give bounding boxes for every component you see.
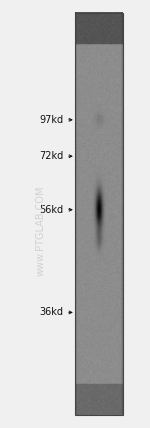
Text: 56kd: 56kd <box>39 205 63 215</box>
Bar <box>75 13 123 415</box>
Text: www.PTGLAB.COM: www.PTGLAB.COM <box>36 186 45 276</box>
Text: 97kd: 97kd <box>39 115 63 125</box>
Text: 72kd: 72kd <box>39 151 63 161</box>
Text: 36kd: 36kd <box>39 307 63 318</box>
